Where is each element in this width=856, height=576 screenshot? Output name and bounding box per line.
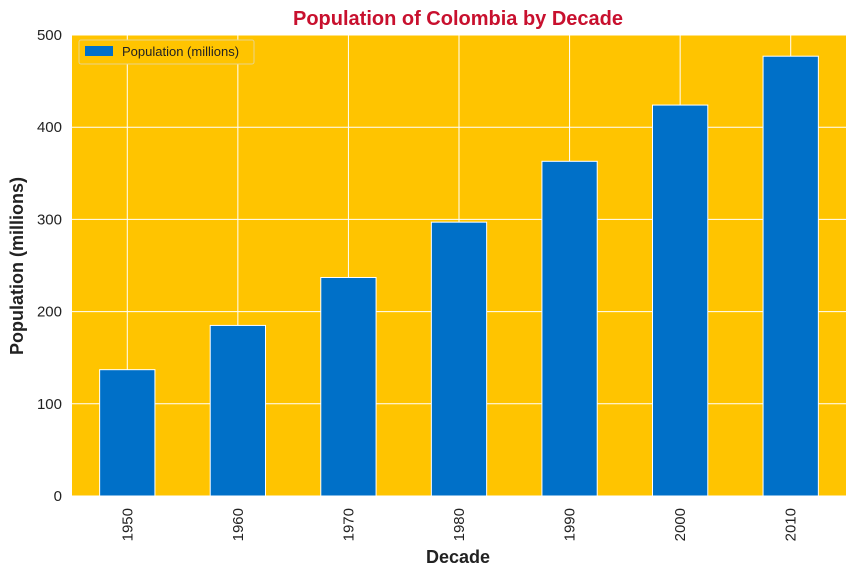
bar-1960	[209, 324, 266, 497]
bars	[99, 55, 819, 497]
bar-2010	[762, 55, 819, 497]
y-tick-label: 100	[37, 396, 62, 413]
bar-1990	[541, 160, 598, 497]
x-tick-label: 2000	[672, 508, 689, 541]
y-tick-label: 200	[37, 304, 62, 321]
bar-2000	[652, 104, 709, 497]
bar-1970	[320, 276, 377, 497]
x-tick-label: 1970	[340, 508, 357, 541]
bar-1950	[99, 369, 156, 497]
y-axis-label: Population (millions)	[7, 177, 27, 355]
y-tick-label: 0	[54, 488, 62, 505]
x-axis-ticks: 1950 1960 1970 1980 1990 2000 2010	[119, 508, 799, 541]
y-tick-label: 300	[37, 211, 62, 228]
x-tick-label: 1960	[230, 508, 247, 541]
bar-1980	[430, 221, 488, 497]
x-axis-label: Decade	[426, 547, 490, 567]
x-tick-label: 1990	[562, 508, 579, 541]
legend-box	[78, 39, 255, 65]
x-tick-label: 1980	[451, 508, 468, 541]
y-tick-label: 400	[37, 119, 62, 136]
legend-label: Population (millions)	[122, 44, 239, 59]
x-tick-label: 1950	[119, 508, 136, 541]
chart-title: Population of Colombia by Decade	[293, 8, 623, 30]
x-tick-label: 2010	[783, 508, 800, 541]
y-axis-ticks: 0 100 200 300 400 500	[37, 27, 62, 505]
legend-swatch	[85, 46, 113, 56]
y-tick-label: 500	[37, 27, 62, 44]
legend: Population (millions)	[78, 39, 255, 65]
